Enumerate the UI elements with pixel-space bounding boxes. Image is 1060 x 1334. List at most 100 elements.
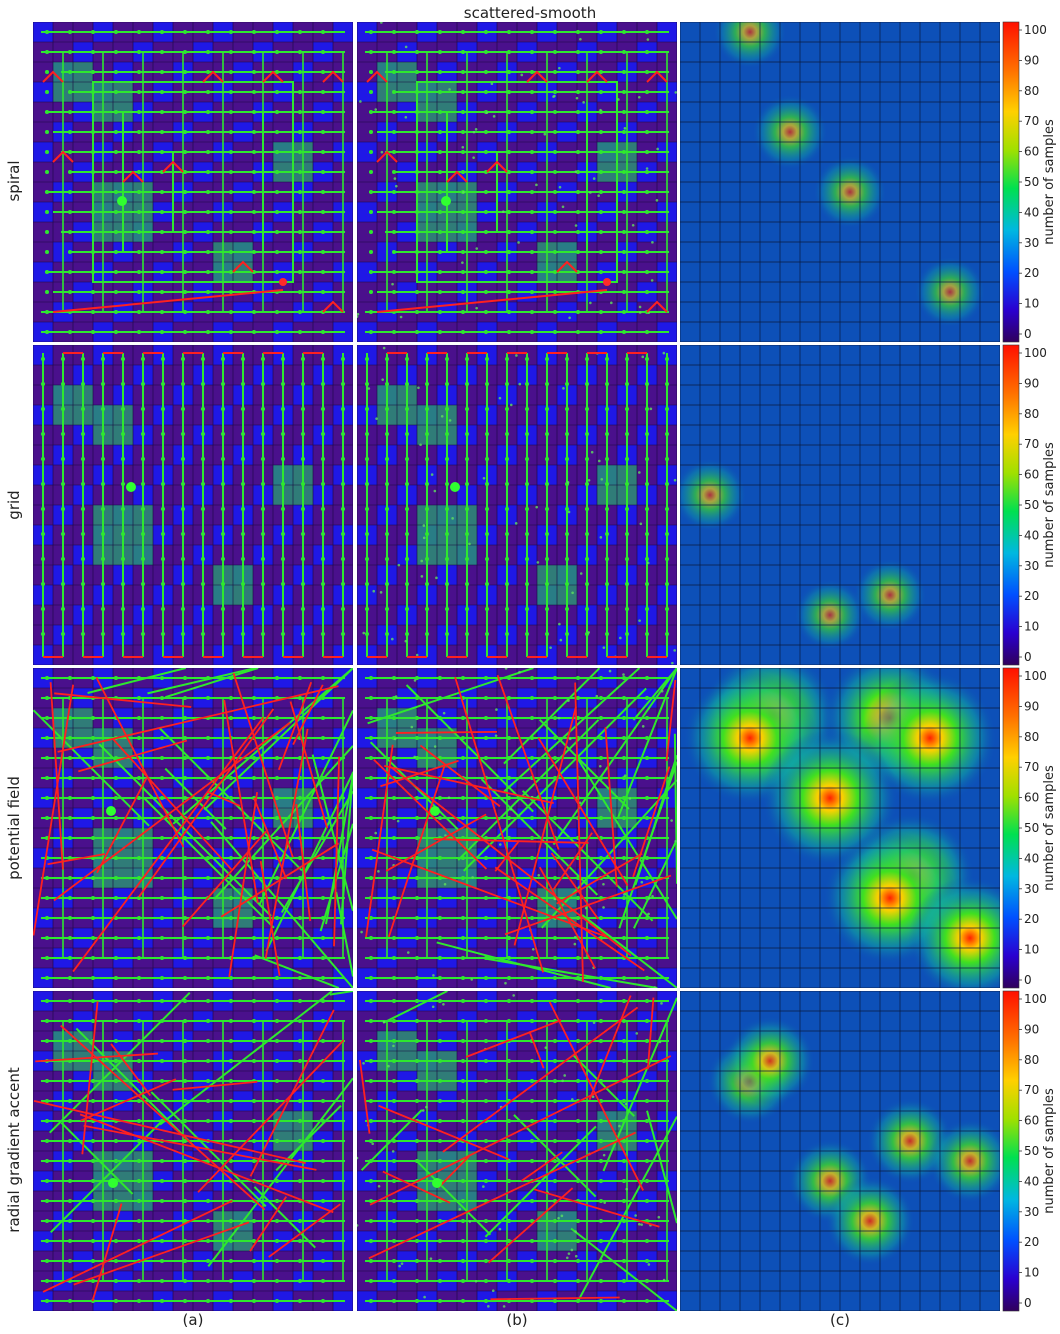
heat-spot-3 xyxy=(914,256,986,328)
colorbar-tick: 50 xyxy=(1024,1144,1039,1158)
colorbar-tick: 0 xyxy=(1024,327,1032,341)
heat-spot-5 xyxy=(928,1119,1000,1203)
heat-spot-1 xyxy=(794,579,866,651)
colorbar-tick: 50 xyxy=(1024,498,1039,512)
colorbar-tick: 40 xyxy=(1024,528,1039,542)
colorbar-tick: 0 xyxy=(1024,973,1032,987)
coverage-path xyxy=(357,22,677,334)
jump-segments xyxy=(358,995,672,1301)
panel-4-a xyxy=(33,991,353,1311)
colorbar-tick: 40 xyxy=(1024,851,1039,865)
jump-segments xyxy=(365,674,677,982)
colorbar-tick: 0 xyxy=(1024,650,1032,664)
heat-spot-1 xyxy=(725,1016,815,1106)
panel-2-a xyxy=(33,345,353,665)
colorbar-tick: 80 xyxy=(1024,730,1039,744)
colorbar-tick: 60 xyxy=(1024,791,1039,805)
colorbar-tick: 30 xyxy=(1024,882,1039,896)
start-marker xyxy=(441,196,451,206)
column-label-b: (b) xyxy=(506,1311,527,1329)
colorbar-tick: 20 xyxy=(1024,1235,1039,1249)
colorbar-tick: 20 xyxy=(1024,912,1039,926)
heat-spot-2 xyxy=(853,558,927,632)
colorbar-tick: 80 xyxy=(1024,84,1039,98)
panel-3-c xyxy=(680,668,1000,988)
coverage-path xyxy=(33,668,353,988)
panel-1-b xyxy=(357,22,677,342)
start-marker xyxy=(108,1178,118,1188)
colorbar-tick: 60 xyxy=(1024,468,1039,482)
jump-segments xyxy=(42,70,344,313)
coverage-path xyxy=(357,991,677,1311)
colorbar-tick: 50 xyxy=(1024,821,1039,835)
row-label-spiral: spiral xyxy=(5,160,23,201)
colorbar-tick: 40 xyxy=(1024,205,1039,219)
colorbar-tick: 40 xyxy=(1024,1174,1039,1188)
colorbar-tick: 90 xyxy=(1024,376,1039,390)
colorbar-tick: 10 xyxy=(1024,620,1039,634)
jump-segments xyxy=(33,1001,345,1302)
heat-spot-0 xyxy=(713,22,787,69)
heat-spot-1 xyxy=(752,94,828,170)
heat-spot-0 xyxy=(680,458,747,532)
colorbar-tick: 60 xyxy=(1024,1114,1039,1128)
panel-1-a xyxy=(33,22,353,342)
panel-2-b xyxy=(357,345,677,665)
panel-2-c xyxy=(680,345,1000,665)
heat-spot-3 xyxy=(863,671,997,805)
heat-spot-7 xyxy=(908,876,1000,988)
colorbar-tick: 10 xyxy=(1024,297,1039,311)
row-labels: spiral grid potential field radial gradi… xyxy=(5,160,23,1232)
colorbar-tick: 100 xyxy=(1024,992,1047,1006)
heat-spot-4 xyxy=(825,1176,915,1266)
column-labels: (a) (b) (c) xyxy=(183,1311,850,1329)
colorbar-tick: 80 xyxy=(1024,407,1039,421)
colorbar-tick: 90 xyxy=(1024,53,1039,67)
start-marker xyxy=(430,806,440,816)
colorbar-tick: 30 xyxy=(1024,236,1039,250)
end-marker xyxy=(279,278,287,286)
colorbar-tick: 30 xyxy=(1024,559,1039,573)
colorbar-label: number of samples xyxy=(1042,1088,1057,1214)
row-label-potential-field: potential field xyxy=(5,776,23,880)
end-marker xyxy=(603,278,611,286)
coverage-path xyxy=(362,346,677,665)
jump-segments xyxy=(43,352,343,658)
start-marker xyxy=(106,806,116,816)
colorbar-tick: 70 xyxy=(1024,114,1039,128)
start-marker xyxy=(126,482,136,492)
colorbar-tick: 100 xyxy=(1024,23,1047,37)
colorbar-tick: 80 xyxy=(1024,1053,1039,1067)
colorbar-tick: 70 xyxy=(1024,1083,1039,1097)
panel-4-b xyxy=(357,991,677,1311)
start-marker xyxy=(117,196,127,206)
colorbar-tick: 0 xyxy=(1024,1296,1032,1310)
colorbar-tick: 70 xyxy=(1024,437,1039,451)
colorbar-tick: 100 xyxy=(1024,346,1047,360)
colorbar-tick: 10 xyxy=(1024,943,1039,957)
panel-4-c xyxy=(680,991,1000,1311)
colorbar-tick: 20 xyxy=(1024,589,1039,603)
colorbar-tick: 90 xyxy=(1024,699,1039,713)
row-label-grid: grid xyxy=(5,490,23,519)
coverage-path xyxy=(41,353,345,657)
jump-segments xyxy=(366,70,668,313)
panel-3-b xyxy=(357,668,677,988)
start-marker xyxy=(432,1178,442,1188)
colorbar-tick: 100 xyxy=(1024,669,1047,683)
colorbar-tick: 10 xyxy=(1024,1266,1039,1280)
panel-grid xyxy=(33,22,1000,1311)
heat-spot-2 xyxy=(813,155,887,229)
colorbar-tick: 50 xyxy=(1024,175,1039,189)
start-marker xyxy=(450,482,460,492)
colorbar-tick: 30 xyxy=(1024,1205,1039,1219)
row-label-radial-gradient-accent: radial gradient accent xyxy=(5,1067,23,1233)
column-label-a: (a) xyxy=(183,1311,204,1329)
colorbar-tick: 90 xyxy=(1024,1022,1039,1036)
colorbar-tick: 70 xyxy=(1024,760,1039,774)
